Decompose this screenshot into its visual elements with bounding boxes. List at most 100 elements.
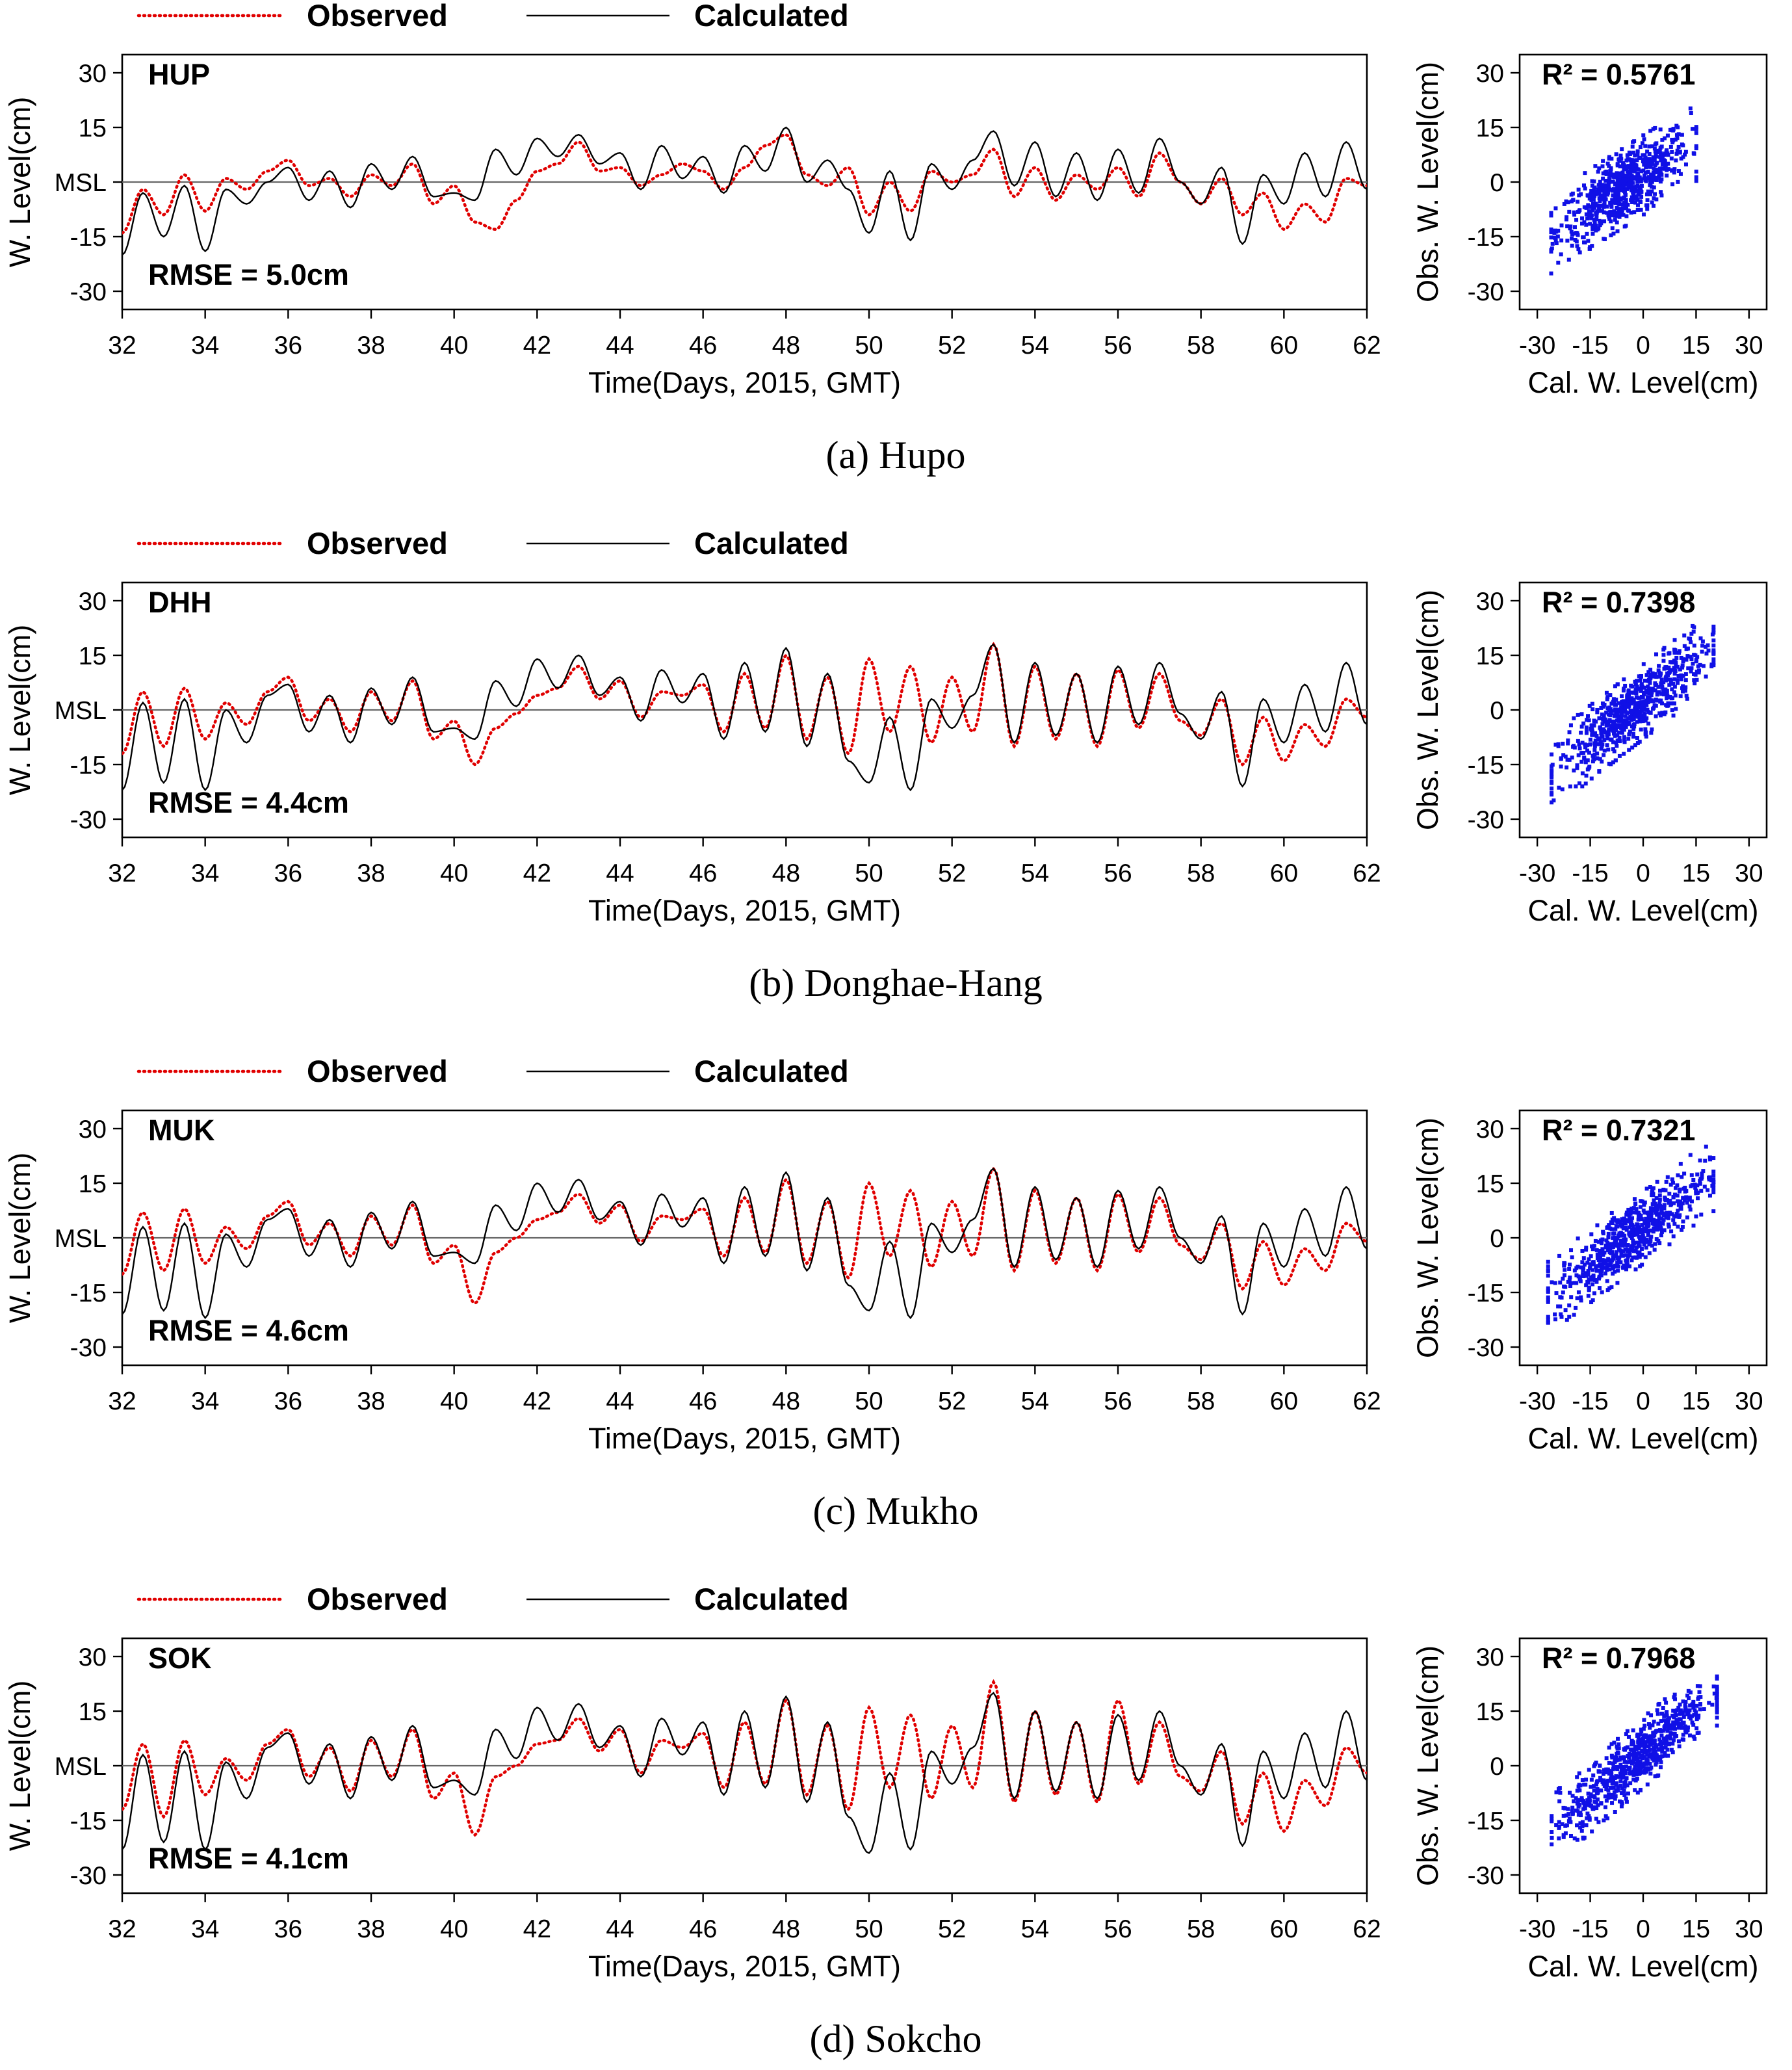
- scatter-point: [1609, 1220, 1613, 1225]
- scatter-point: [1600, 1258, 1605, 1263]
- scatter-point: [1711, 1180, 1716, 1185]
- scatter-point: [1687, 1733, 1692, 1738]
- scatter-point: [1674, 158, 1678, 163]
- scatter-point: [1701, 664, 1706, 668]
- scatter-point: [1683, 688, 1687, 693]
- scatter-point: [1613, 1776, 1617, 1781]
- scatter-point: [1644, 1757, 1649, 1761]
- scatter-point: [1567, 1303, 1572, 1307]
- scatter-point: [1549, 230, 1553, 235]
- scatter-point: [1654, 714, 1658, 718]
- rmse-label: RMSE = 4.6cm: [148, 1314, 349, 1347]
- scatter-point: [1671, 681, 1676, 686]
- scatter-point: [1651, 203, 1656, 208]
- scatter-point: [1633, 1788, 1637, 1792]
- scatter-point: [1633, 1778, 1638, 1783]
- scatter-point: [1638, 1787, 1643, 1792]
- scatter-point: [1715, 1674, 1719, 1679]
- scatter-point: [1631, 150, 1636, 155]
- scatter-point: [1670, 661, 1674, 665]
- r-squared-label: R² = 0.7321: [1542, 1114, 1695, 1147]
- scatter-point: [1618, 709, 1622, 714]
- scatter-point: [1681, 684, 1685, 688]
- scatter-point: [1591, 202, 1595, 206]
- scatter-point: [1627, 732, 1631, 737]
- scatter-point: [1708, 1157, 1713, 1162]
- scatter-point: [1694, 1214, 1698, 1219]
- scatter-point: [1686, 666, 1691, 670]
- scatter-y-tick-label: 15: [1476, 642, 1504, 670]
- scatter-point: [1577, 1783, 1581, 1787]
- scatter-y-tick-label: -15: [1468, 1807, 1504, 1835]
- scatter-point: [1570, 1805, 1575, 1810]
- scatter-point: [1652, 705, 1656, 710]
- scatter-point: [1623, 1768, 1628, 1773]
- scatter-point: [1549, 211, 1553, 215]
- x-tick-label: 54: [1021, 1915, 1049, 1943]
- scatter-point: [1680, 1175, 1684, 1179]
- scatter-point: [1546, 1298, 1550, 1302]
- scatter-point: [1707, 1175, 1711, 1180]
- scatter-point: [1605, 1268, 1609, 1272]
- scatter-point: [1582, 1803, 1587, 1808]
- scatter-point: [1632, 722, 1637, 726]
- scatter-point: [1592, 187, 1596, 192]
- scatter-point: [1565, 765, 1569, 770]
- scatter-point: [1652, 674, 1656, 679]
- scatter-point: [1679, 677, 1683, 681]
- scatter-point: [1606, 184, 1611, 189]
- scatter-point: [1682, 1172, 1687, 1176]
- scatter-point: [1685, 1215, 1689, 1220]
- scatter-point: [1600, 759, 1604, 764]
- scatter-point: [1653, 672, 1657, 676]
- scatter-point: [1638, 185, 1643, 189]
- scatter-point: [1579, 1265, 1583, 1270]
- scatter-point: [1683, 672, 1688, 676]
- scatter-point: [1589, 1300, 1594, 1305]
- scatter-point: [1690, 1720, 1695, 1725]
- scatter-y-tick-label: 30: [1476, 60, 1504, 88]
- scatter-point: [1605, 211, 1609, 215]
- scatter-point: [1675, 136, 1680, 140]
- scatter-point: [1565, 1318, 1569, 1322]
- calculated-series-line: [122, 1692, 1367, 1854]
- scatter-point: [1587, 1257, 1591, 1262]
- scatter-point: [1561, 1835, 1566, 1839]
- scatter-point: [1620, 731, 1624, 735]
- scatter-point: [1642, 163, 1646, 167]
- scatter-point: [1597, 1276, 1602, 1281]
- scatter-point: [1616, 1259, 1620, 1264]
- x-tick-label: 58: [1187, 1387, 1215, 1415]
- scatter-point: [1670, 687, 1674, 692]
- scatter-point: [1569, 192, 1574, 197]
- scatter-point: [1647, 699, 1652, 703]
- scatter-point: [1622, 724, 1626, 728]
- scatter-point: [1616, 201, 1620, 205]
- scatter-point: [1652, 185, 1656, 190]
- scatter-point: [1592, 723, 1596, 727]
- scatter-point: [1585, 216, 1590, 221]
- scatter-point: [1659, 177, 1664, 181]
- scatter-point: [1632, 1767, 1637, 1772]
- scatter-point: [1695, 1717, 1699, 1722]
- scatter-point: [1711, 628, 1716, 633]
- scatter-point: [1646, 159, 1651, 163]
- scatter-frame: [1518, 53, 1768, 311]
- scatter-point: [1578, 781, 1582, 785]
- scatter-point: [1663, 687, 1668, 692]
- scatter-point: [1608, 707, 1613, 711]
- scatter-point: [1613, 1235, 1617, 1240]
- scatter-y-axis-title: Obs. W. Level(cm): [1411, 1118, 1444, 1358]
- scatter-point: [1589, 194, 1593, 199]
- scatter-point: [1629, 211, 1633, 215]
- scatter-point: [1615, 1281, 1620, 1285]
- scatter-point: [1667, 1725, 1671, 1730]
- scatter-point: [1631, 196, 1636, 201]
- scatter-point: [1664, 675, 1669, 679]
- scatter-point: [1685, 1200, 1689, 1205]
- scatter-point: [1569, 229, 1574, 234]
- x-tick-label: 50: [855, 859, 883, 887]
- scatter-point: [1689, 669, 1693, 674]
- scatter-point: [1585, 193, 1590, 198]
- scatter-point: [1574, 231, 1579, 235]
